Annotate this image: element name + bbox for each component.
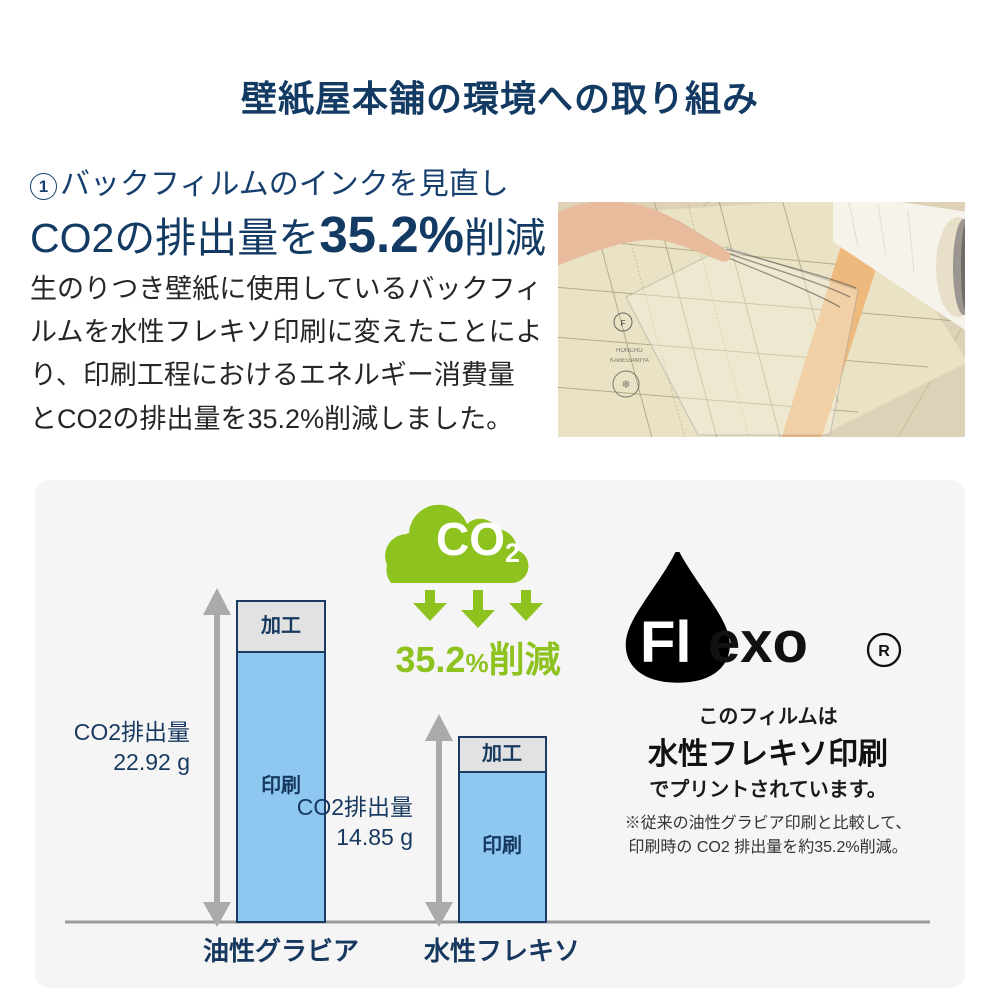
svg-text:HONCHO: HONCHO <box>616 348 643 354</box>
svg-text:F: F <box>621 319 626 328</box>
svg-text:油性グラビア: 油性グラビア <box>203 936 359 966</box>
svg-text:CO2排出量: CO2排出量 <box>74 719 190 745</box>
svg-text:❄: ❄ <box>621 379 630 391</box>
svg-text:Fl: Fl <box>640 610 692 675</box>
svg-text:35.2%削減: 35.2%削減 <box>395 639 560 680</box>
svg-text:CO2: CO2 <box>436 513 520 568</box>
svg-text:CO2排出量: CO2排出量 <box>297 794 413 820</box>
svg-text:R: R <box>878 643 890 660</box>
svg-text:加工: 加工 <box>481 742 522 765</box>
svg-text:印刷: 印刷 <box>261 773 301 797</box>
svg-text:KABEGAMIYA: KABEGAMIYA <box>610 358 649 364</box>
svg-text:印刷: 印刷 <box>482 833 522 857</box>
svg-text:14.85 g: 14.85 g <box>336 824 413 850</box>
svg-text:22.92 g: 22.92 g <box>113 749 190 775</box>
svg-text:exo: exo <box>708 610 808 675</box>
svg-text:水性フレキソ: 水性フレキソ <box>423 936 580 966</box>
svg-text:加工: 加工 <box>260 614 301 637</box>
